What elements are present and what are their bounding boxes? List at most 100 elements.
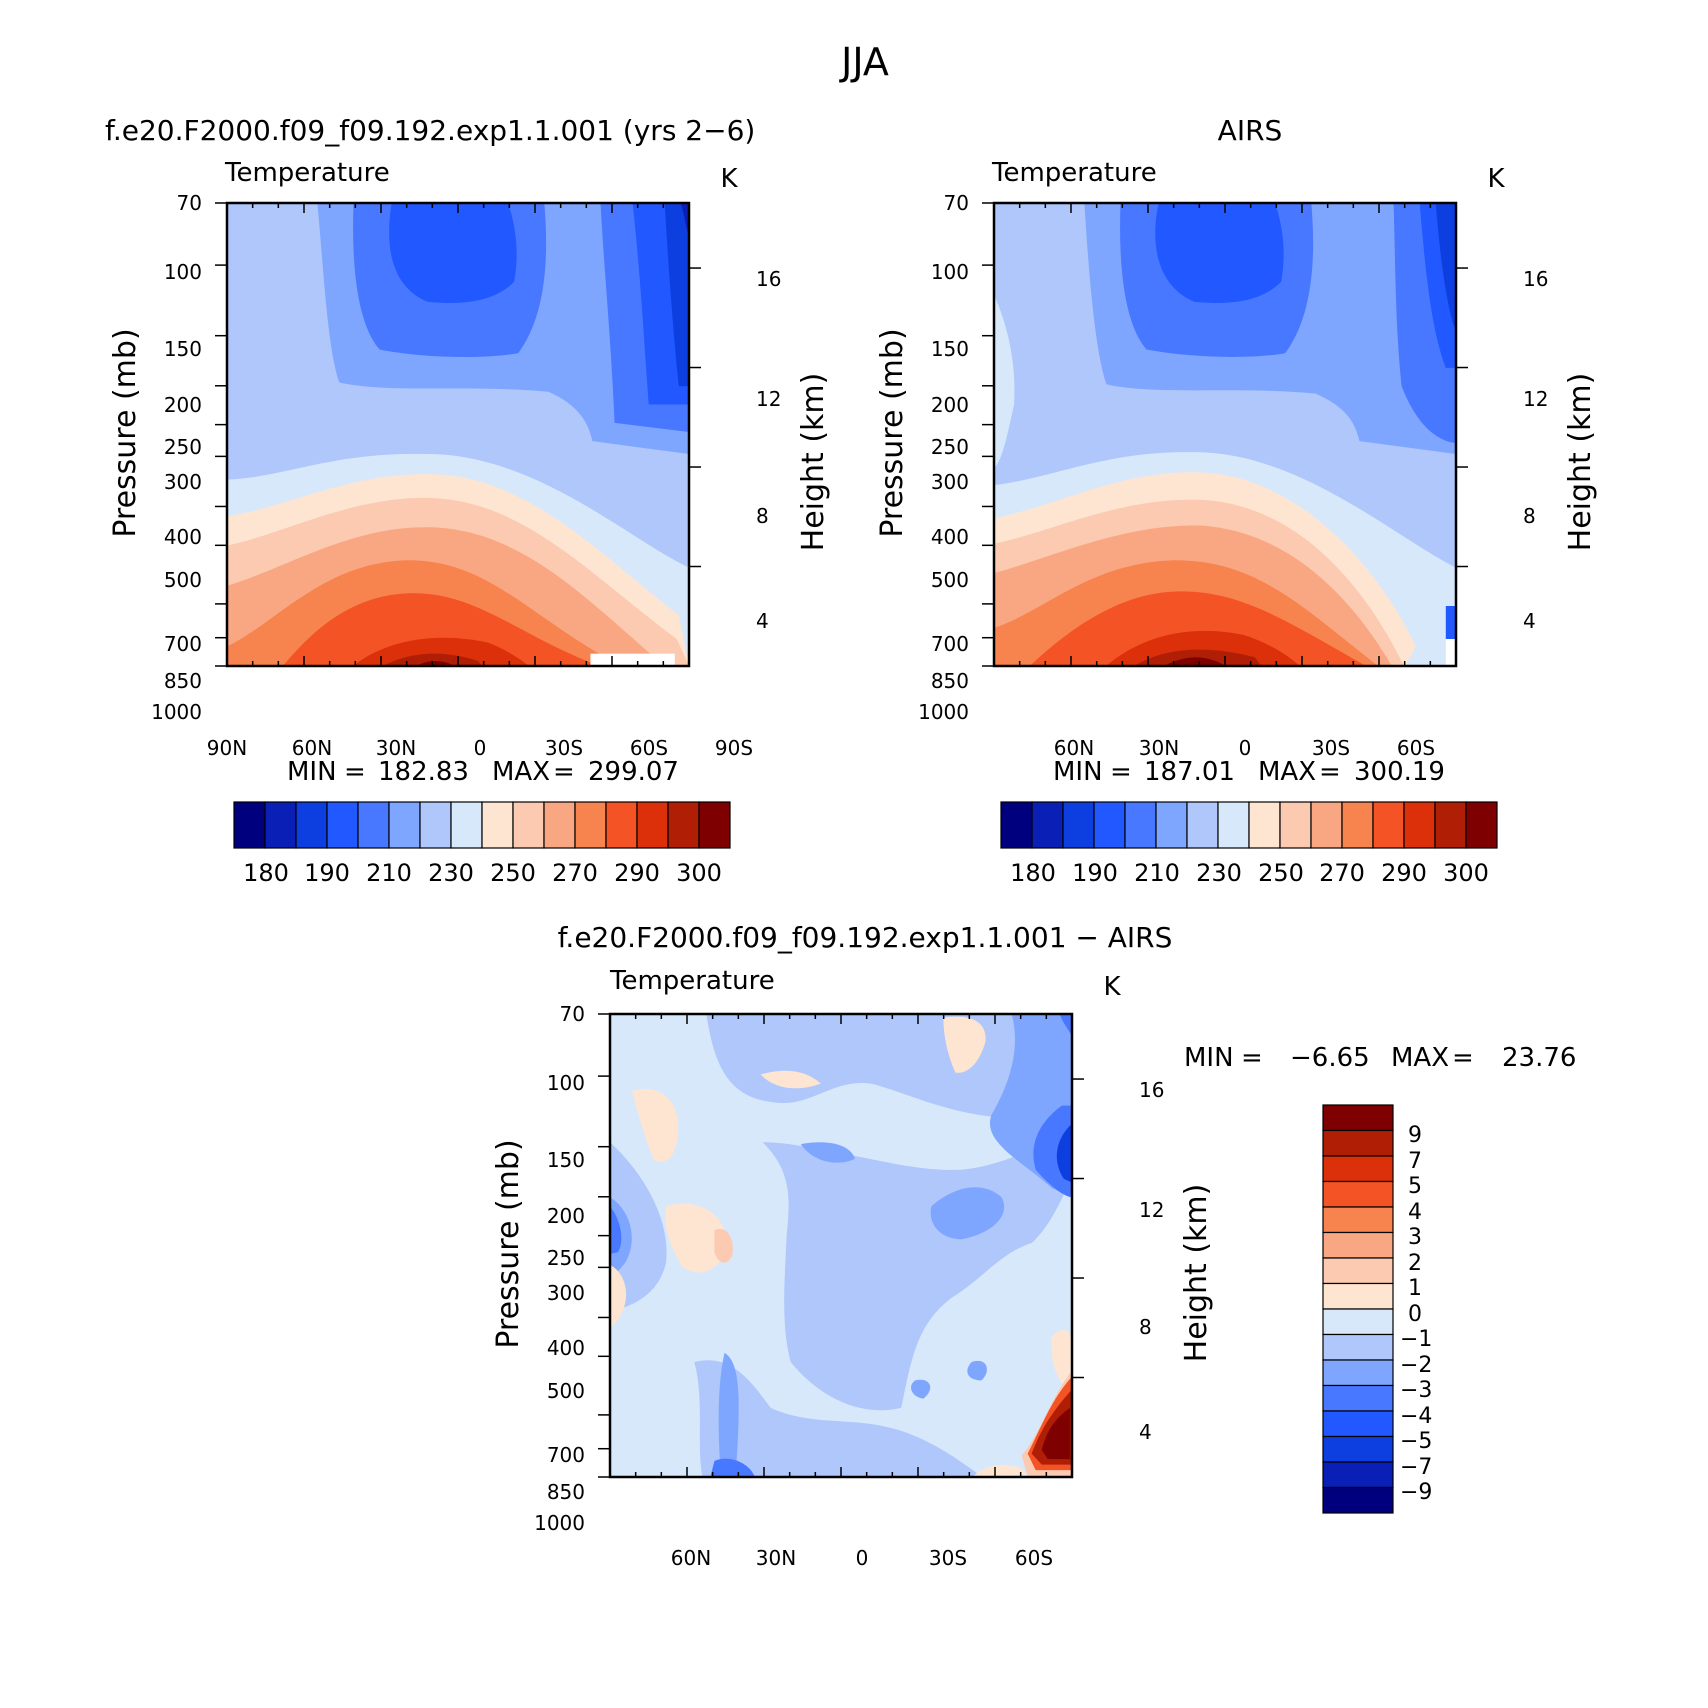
colorbar-box — [1322, 1359, 1394, 1387]
y-tick-label: 300 — [547, 1281, 585, 1305]
colorbar-label: −9 — [1400, 1480, 1432, 1505]
y-tick-label: 100 — [931, 260, 969, 284]
min-value: −6.65 — [1290, 1043, 1370, 1073]
y-tick-labels: 70 100 150 200 250 300 400 500 700 850 1… — [534, 1002, 585, 1535]
colorbar-label: 270 — [1319, 859, 1365, 887]
colorbar-box — [512, 801, 545, 849]
contour-field — [610, 1014, 1072, 1477]
colorbar-box — [698, 801, 731, 849]
y-tick-label: 700 — [547, 1443, 585, 1467]
colorbar-box — [1322, 1104, 1394, 1132]
y-tick-labels: 70 100 150 200 250 300 400 500 700 850 1… — [151, 191, 202, 724]
y-tick-label: 1000 — [151, 700, 202, 724]
colorbar-label: 190 — [1072, 859, 1118, 887]
x-tick-labels: 60N 30N 0 30S 60S — [671, 1546, 1053, 1570]
x-tick-label: 60N — [292, 736, 332, 760]
max-label: MAX — [1258, 757, 1316, 787]
x-tick-label: 30S — [545, 736, 583, 760]
min-max-readout: MIN = 187.01 MAX = 300.19 — [1053, 757, 1445, 787]
y-tick-label: 150 — [547, 1148, 585, 1172]
colorbar-box — [1372, 801, 1405, 849]
colorbar-label: 190 — [304, 859, 350, 887]
colorbar-label: −2 — [1400, 1353, 1432, 1378]
colorbar-box — [636, 801, 669, 849]
min-equals: = — [344, 757, 366, 787]
colorbar-box — [388, 801, 421, 849]
colorbar-box — [1031, 801, 1064, 849]
y-tick-label: 500 — [164, 568, 202, 592]
x-tick-label: 60N — [671, 1546, 711, 1570]
colorbar-box — [1279, 801, 1312, 849]
y-axis-title: Pressure (mb) — [875, 328, 910, 537]
colorbar-box — [326, 801, 359, 849]
max-equals: = — [553, 757, 575, 787]
panel-obs: AIRS Temperature K 60N 30N — [875, 114, 1598, 887]
colorbar-box — [667, 801, 700, 849]
colorbar-label: −3 — [1400, 1378, 1432, 1403]
colorbar-box — [1434, 801, 1467, 849]
y-tick-label: 150 — [164, 337, 202, 361]
height-tick-label: 4 — [1523, 609, 1536, 633]
y-tick-label: 400 — [164, 525, 202, 549]
x-tick-label: 60S — [1015, 1546, 1053, 1570]
colorbar-box — [605, 801, 638, 849]
colorbar-label: 0 — [1408, 1302, 1422, 1327]
colorbar-box — [574, 801, 607, 849]
colorbar-box — [1322, 1435, 1394, 1463]
y-tick-label: 500 — [547, 1379, 585, 1403]
y-axis-title: Pressure (mb) — [491, 1139, 526, 1348]
units-label: K — [720, 164, 738, 194]
x-tick-label: 90S — [715, 736, 753, 760]
height-tick-label: 12 — [756, 387, 781, 411]
min-max-readout: MIN = 182.83 MAX = 299.07 — [287, 757, 679, 787]
colorbar-box — [1403, 801, 1436, 849]
min-value: 187.01 — [1144, 757, 1235, 787]
colorbar-label: 290 — [614, 859, 660, 887]
colorbar-box — [1124, 801, 1157, 849]
colorbar-label: 290 — [1381, 859, 1427, 887]
y-tick-label: 100 — [164, 260, 202, 284]
height-tick-label: 16 — [756, 267, 781, 291]
colorbar-box — [1322, 1155, 1394, 1183]
colorbar-label: 1 — [1408, 1276, 1422, 1301]
colorbar-label: −5 — [1400, 1429, 1432, 1454]
axis-ticks — [982, 202, 1468, 667]
figure-title: JJA — [839, 40, 889, 84]
height-tick-label: 8 — [1139, 1315, 1152, 1339]
colorbar-label: 250 — [1258, 859, 1304, 887]
x-tick-label: 60N — [1054, 736, 1094, 760]
panel-model: f.e20.F2000.f09_f09.192.exp1.1.001 (yrs … — [105, 114, 831, 887]
colorbar-label: 300 — [676, 859, 722, 887]
x-tick-labels: 90N 60N 30N 0 30S 60S 90S — [207, 736, 753, 760]
y-tick-label: 700 — [931, 632, 969, 656]
height-tick-labels: 16 12 8 4 — [756, 267, 781, 633]
colorbar-label: 3 — [1408, 1225, 1422, 1250]
colorbar: 180 190 210 230 250 270 290 300 — [1000, 801, 1498, 887]
colorbar-box — [1341, 801, 1374, 849]
colorbar-box — [1322, 1333, 1394, 1361]
x-tick-label: 30N — [1139, 736, 1179, 760]
min-label: MIN — [287, 757, 337, 787]
min-max-readout: MIN = −6.65 MAX = 23.76 — [1184, 1043, 1576, 1073]
colorbar-label: 180 — [243, 859, 289, 887]
x-tick-label: 60S — [1397, 736, 1435, 760]
height-tick-label: 4 — [756, 609, 769, 633]
colorbar-boxes — [1322, 1104, 1394, 1514]
contour-field — [227, 203, 689, 666]
colorbar-box — [1322, 1282, 1394, 1310]
x-tick-label: 30N — [376, 736, 416, 760]
y-tick-label: 850 — [931, 669, 969, 693]
colorbar-label: 300 — [1443, 859, 1489, 887]
x-tick-label: 0 — [1239, 736, 1252, 760]
x-tick-label: 30S — [929, 1546, 967, 1570]
colorbar-box — [419, 801, 452, 849]
colorbar-label: 5 — [1408, 1174, 1422, 1199]
x-tick-label: 90N — [207, 736, 247, 760]
y-tick-labels: 70 100 150 200 250 300 400 500 700 850 1… — [918, 191, 969, 724]
height-tick-label: 12 — [1139, 1198, 1164, 1222]
y-tick-label: 850 — [547, 1480, 585, 1504]
max-equals: = — [1319, 757, 1341, 787]
min-label: MIN — [1053, 757, 1103, 787]
colorbar-box — [1217, 801, 1250, 849]
height-tick-label: 8 — [1523, 504, 1536, 528]
